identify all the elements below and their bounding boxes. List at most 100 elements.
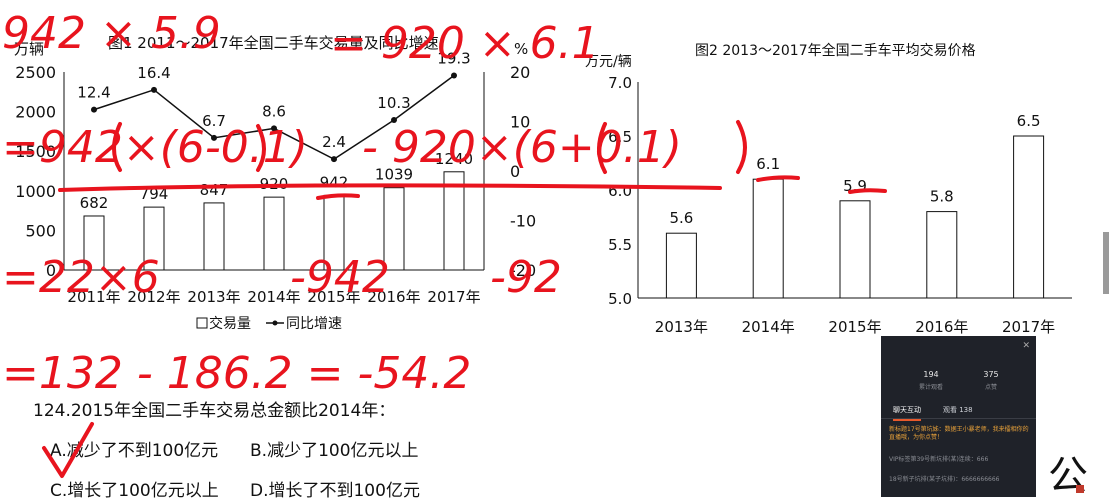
chart1-bar: [203, 202, 225, 271]
chart1-bar: [383, 187, 405, 271]
chart2-x-tick: 2013年: [655, 318, 708, 336]
like-count: 375 点赞: [961, 370, 1021, 391]
chart2-y-tick: 5.0: [608, 290, 632, 308]
chart1-growth-point: [271, 125, 277, 132]
chart1-left-tick: 1000: [15, 182, 56, 201]
ink-line3b: -942: [290, 252, 390, 303]
chart1-growth-label: 16.4: [137, 64, 170, 82]
chart1-bar-label: 1039: [375, 166, 413, 184]
view-count-label: 累计观看: [918, 384, 943, 391]
legend-bar-swatch: [196, 317, 208, 329]
legend-line-label: 同比增速: [286, 316, 342, 332]
chart1-bar: [143, 206, 165, 271]
chart1-growth-point: [91, 106, 97, 113]
like-count-label: 点赞: [984, 384, 997, 391]
chart1-x-tick: 2013年: [187, 288, 240, 306]
chart1-bar-label: 682: [80, 194, 109, 212]
ink-bracket-1: [112, 122, 122, 172]
chart1-growth-label: 2.4: [322, 133, 346, 151]
chart2-bar-label: 5.8: [930, 188, 954, 206]
chart1-growth-point: [331, 156, 337, 163]
window-edge: [1103, 232, 1109, 294]
chart2-y-tick: 7.0: [608, 74, 632, 92]
chat-message: 18号新子坑排(某子坑排)：6666666666: [889, 476, 1000, 483]
chart1-left-tick: 2500: [15, 63, 56, 82]
close-icon[interactable]: ✕: [1022, 341, 1030, 351]
ink-underline-2014: [756, 175, 800, 182]
live-chat-panel: ✕ 194 累计观看 375 点赞 聊天互动 观看 138 新标题17号第坑姊：…: [881, 336, 1036, 497]
chart2-x-tick: 2017年: [1002, 318, 1055, 336]
chart1-right-tick: -10: [510, 212, 536, 231]
chart1-growth-label: 6.7: [202, 112, 226, 130]
legend-line-marker: [272, 320, 278, 326]
chart-transaction-volume: 图1 2011～2017年全国二手车交易量及同比增速 万辆 % 25002000…: [14, 34, 536, 332]
chart1-left-tick: 0: [46, 261, 56, 280]
chart1-right-tick: -20: [510, 261, 536, 280]
chart1-growth-label: 19.3: [437, 49, 470, 67]
ink-checkmark: [42, 422, 94, 478]
ink-line2a: =942×(6-0.1): [2, 122, 308, 173]
chart1-x-tick: 2015年: [307, 288, 360, 306]
option-d[interactable]: D.增长了不到100亿元: [250, 481, 420, 501]
chart2-x-tick: 2016年: [915, 318, 968, 336]
chart2-bar: [665, 232, 697, 299]
chart1-growth-point: [151, 86, 157, 93]
chart1-bar: [83, 215, 105, 271]
tab-viewers[interactable]: 观看 138: [943, 406, 973, 414]
ink-underline-axis: [58, 183, 722, 192]
chart1-left-tick: 2000: [15, 103, 56, 122]
question-title: 124.2015年全国二手车交易总金额比2014年：: [33, 401, 396, 421]
chat-tabs: 聊天互动 观看 138: [881, 400, 1036, 421]
chat-message: VIP标签第39号新坑排(某)连续：666: [889, 456, 989, 463]
chart1-x-tick: 2017年: [427, 288, 480, 306]
ink-underline-2015: [848, 188, 887, 194]
option-b[interactable]: B.减少了100亿元以上: [250, 441, 419, 461]
chart2-bar-label: 5.6: [669, 209, 693, 227]
chart2-bar-label: 6.1: [756, 155, 780, 173]
chart2-bar: [1013, 135, 1045, 299]
chat-message: 新标题17号第坑姊：数据王小暴老师，我来擂相你的直播哦，为你点赞！: [889, 426, 1029, 441]
chart1-growth-label: 12.4: [77, 84, 110, 102]
brand-logo: 公: [1048, 453, 1088, 497]
chart1-growth-point: [211, 134, 217, 141]
seal-mark: [1076, 485, 1084, 493]
chart1-right-tick: 20: [510, 63, 530, 82]
chart2-bar-label: 6.5: [1017, 112, 1041, 130]
chart2-bar: [752, 178, 784, 299]
chart1-x-tick: 2014年: [247, 288, 300, 306]
chart1-left-unit: 万辆: [14, 40, 44, 58]
chart1-bar: [263, 196, 285, 271]
chart1-legend: 交易量 同比增速: [196, 315, 342, 332]
option-a[interactable]: A.减少了不到100亿元: [50, 441, 219, 461]
ink-line3a: =22×6: [2, 252, 160, 303]
chart1-growth-label: 10.3: [377, 94, 410, 112]
chart2-x-tick: 2015年: [828, 318, 881, 336]
chart2-y-tick: 6.5: [608, 128, 632, 146]
view-count: 194 累计观看: [901, 370, 961, 391]
tab-chat[interactable]: 聊天互动: [893, 406, 921, 421]
view-count-value: 194: [923, 370, 939, 379]
chart1-x-tick: 2012年: [127, 288, 180, 306]
chart1-title: 图1 2011～2017年全国二手车交易量及同比增速: [108, 34, 439, 52]
chart2-x-tick: 2014年: [742, 318, 795, 336]
ink-bracket-3: [597, 122, 607, 174]
like-count-value: 375: [983, 370, 999, 379]
ink-line4: =132 - 186.2 = -54.2: [2, 348, 471, 399]
ink-underline-942: [316, 193, 360, 200]
ink-line1a: 942 × 5.9: [2, 8, 221, 59]
chart-average-price: 图2 2013～2017年全国二手车平均交易价格 万元/辆 7.06.56.05…: [585, 42, 1072, 336]
chart2-title: 图2 2013～2017年全国二手车平均交易价格: [695, 42, 976, 59]
chart1-x-tick: 2011年: [67, 288, 120, 306]
option-c[interactable]: C.增长了100亿元以上: [50, 481, 219, 501]
chart1-bar: [443, 171, 465, 271]
chart1-growth-point: [451, 72, 457, 79]
ink-bracket-2: [256, 124, 266, 172]
ink-bracket-4: [736, 120, 747, 174]
chart1-growth-label: 8.6: [262, 102, 286, 120]
chart2-unit: 万元/辆: [585, 54, 632, 70]
chart2-bar: [926, 211, 958, 299]
chart1-right-tick: 0: [510, 162, 520, 181]
chart1-right-unit: %: [514, 40, 528, 58]
